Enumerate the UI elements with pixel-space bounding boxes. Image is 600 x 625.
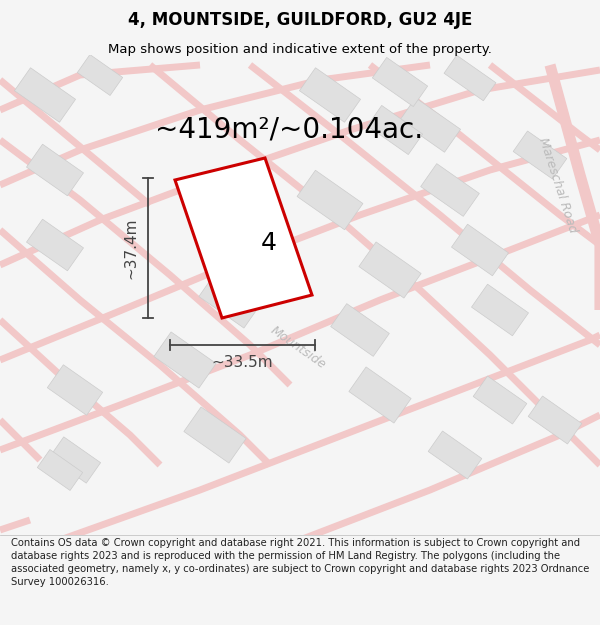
Polygon shape xyxy=(299,68,361,122)
Polygon shape xyxy=(154,332,216,388)
Text: 4: 4 xyxy=(260,231,277,255)
Polygon shape xyxy=(184,407,246,463)
Polygon shape xyxy=(349,367,411,423)
Polygon shape xyxy=(421,164,479,216)
Polygon shape xyxy=(297,170,363,230)
Text: Mareschal Road: Mareschal Road xyxy=(536,136,580,234)
Text: ~33.5m: ~33.5m xyxy=(212,355,274,370)
Text: Map shows position and indicative extent of the property.: Map shows position and indicative extent… xyxy=(108,43,492,56)
Polygon shape xyxy=(175,158,312,318)
Polygon shape xyxy=(444,55,496,101)
Polygon shape xyxy=(472,284,529,336)
Polygon shape xyxy=(359,242,421,298)
Polygon shape xyxy=(451,224,509,276)
Polygon shape xyxy=(428,431,482,479)
Text: ~37.4m: ~37.4m xyxy=(123,217,138,279)
Polygon shape xyxy=(400,98,461,152)
Polygon shape xyxy=(14,68,76,122)
Polygon shape xyxy=(513,131,567,179)
Text: ~419m²/~0.104ac.: ~419m²/~0.104ac. xyxy=(155,115,423,143)
Polygon shape xyxy=(528,396,582,444)
Text: Mountside: Mountside xyxy=(268,324,328,372)
Polygon shape xyxy=(331,304,389,356)
Polygon shape xyxy=(26,144,83,196)
Polygon shape xyxy=(49,437,101,483)
Text: 4, MOUNTSIDE, GUILDFORD, GU2 4JE: 4, MOUNTSIDE, GUILDFORD, GU2 4JE xyxy=(128,11,472,29)
Polygon shape xyxy=(77,54,122,96)
Polygon shape xyxy=(26,219,83,271)
Polygon shape xyxy=(367,106,422,154)
Polygon shape xyxy=(199,272,261,328)
Polygon shape xyxy=(473,376,527,424)
Polygon shape xyxy=(47,365,103,415)
Polygon shape xyxy=(37,449,83,491)
Polygon shape xyxy=(373,58,428,107)
Text: Contains OS data © Crown copyright and database right 2021. This information is : Contains OS data © Crown copyright and d… xyxy=(11,538,589,588)
